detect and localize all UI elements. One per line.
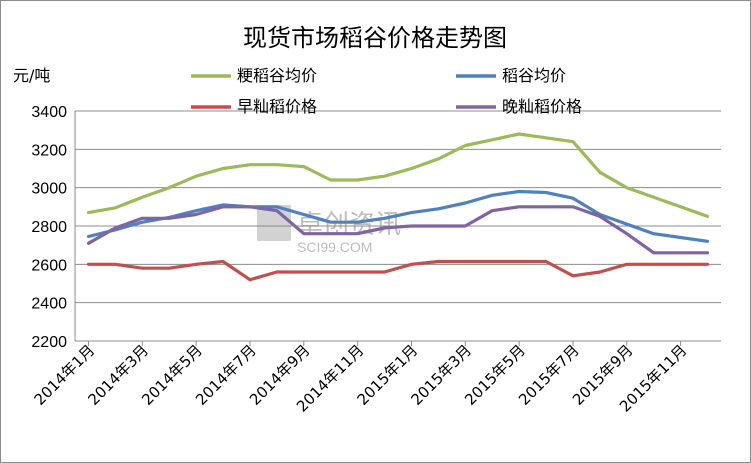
watermark-sub-text: SCI99.COM xyxy=(297,239,372,255)
series-lines xyxy=(86,132,710,282)
y-tick-label: 2400 xyxy=(31,296,67,313)
legend-label-3: 晚籼稻价格 xyxy=(502,97,582,116)
y-tick-label: 3200 xyxy=(31,142,67,159)
y-tick-label: 2200 xyxy=(31,334,67,351)
y-axis-ticks: 2200 2400 2600 2800 3000 3200 3400 xyxy=(31,104,67,351)
legend-label-0: 粳稻谷均价 xyxy=(237,66,317,85)
y-tick-label: 3400 xyxy=(31,104,67,121)
series-line-3 xyxy=(86,205,710,255)
legend-label-2: 早籼稻价格 xyxy=(237,97,317,116)
grid-lines xyxy=(75,110,721,304)
y-tick-label: 2600 xyxy=(31,257,67,274)
y-tick-label: 3000 xyxy=(31,181,67,198)
x-axis-ticks: 2014年1月2014年3月2014年5月2014年7月2014年9月2014年… xyxy=(31,341,690,416)
series-line-1 xyxy=(86,189,710,243)
series-line-0 xyxy=(86,132,710,218)
y-axis-unit: 元/吨 xyxy=(13,66,50,85)
axes xyxy=(74,111,721,342)
y-tick-label: 2800 xyxy=(31,219,67,236)
legend-label-1: 稻谷均价 xyxy=(502,66,566,85)
series-line-2 xyxy=(86,259,710,282)
chart-title: 现货市场稻谷价格走势图 xyxy=(243,24,507,52)
